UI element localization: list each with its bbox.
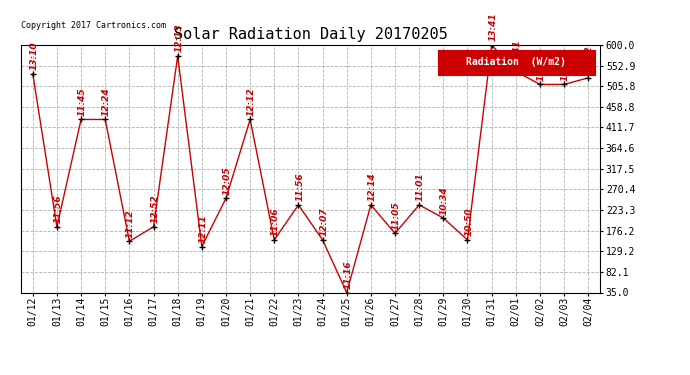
Text: 12:11: 12:11 xyxy=(199,214,208,243)
Text: 11:42: 11:42 xyxy=(585,46,594,74)
Text: 11:45: 11:45 xyxy=(78,87,87,116)
Text: 12:14: 12:14 xyxy=(368,173,377,201)
Text: 11:06: 11:06 xyxy=(271,208,280,236)
Text: 12:52: 12:52 xyxy=(150,195,159,223)
Text: 73:41: 73:41 xyxy=(513,39,522,68)
Text: 11:56: 11:56 xyxy=(54,195,63,223)
Text: 11:01: 11:01 xyxy=(416,173,425,201)
Text: 13:41: 13:41 xyxy=(489,13,497,42)
Text: 13:10: 13:10 xyxy=(30,42,39,70)
Title: Solar Radiation Daily 20170205: Solar Radiation Daily 20170205 xyxy=(174,27,447,42)
Text: 12:06: 12:06 xyxy=(561,52,570,81)
Text: 11:12: 11:12 xyxy=(126,209,135,238)
Text: 11:59: 11:59 xyxy=(537,52,546,81)
Text: 12:13: 12:13 xyxy=(175,24,184,52)
Text: 12:05: 12:05 xyxy=(223,166,232,195)
Text: 12:12: 12:12 xyxy=(247,87,256,116)
Text: 11:56: 11:56 xyxy=(295,173,304,201)
Text: 12:07: 12:07 xyxy=(319,208,328,236)
Text: 10:34: 10:34 xyxy=(440,186,449,214)
Text: 10:50: 10:50 xyxy=(464,208,473,236)
Text: 12:24: 12:24 xyxy=(102,87,111,116)
Text: 11:16: 11:16 xyxy=(344,260,353,289)
Text: 11:05: 11:05 xyxy=(392,201,401,230)
Text: Copyright 2017 Cartronics.com: Copyright 2017 Cartronics.com xyxy=(21,21,166,30)
